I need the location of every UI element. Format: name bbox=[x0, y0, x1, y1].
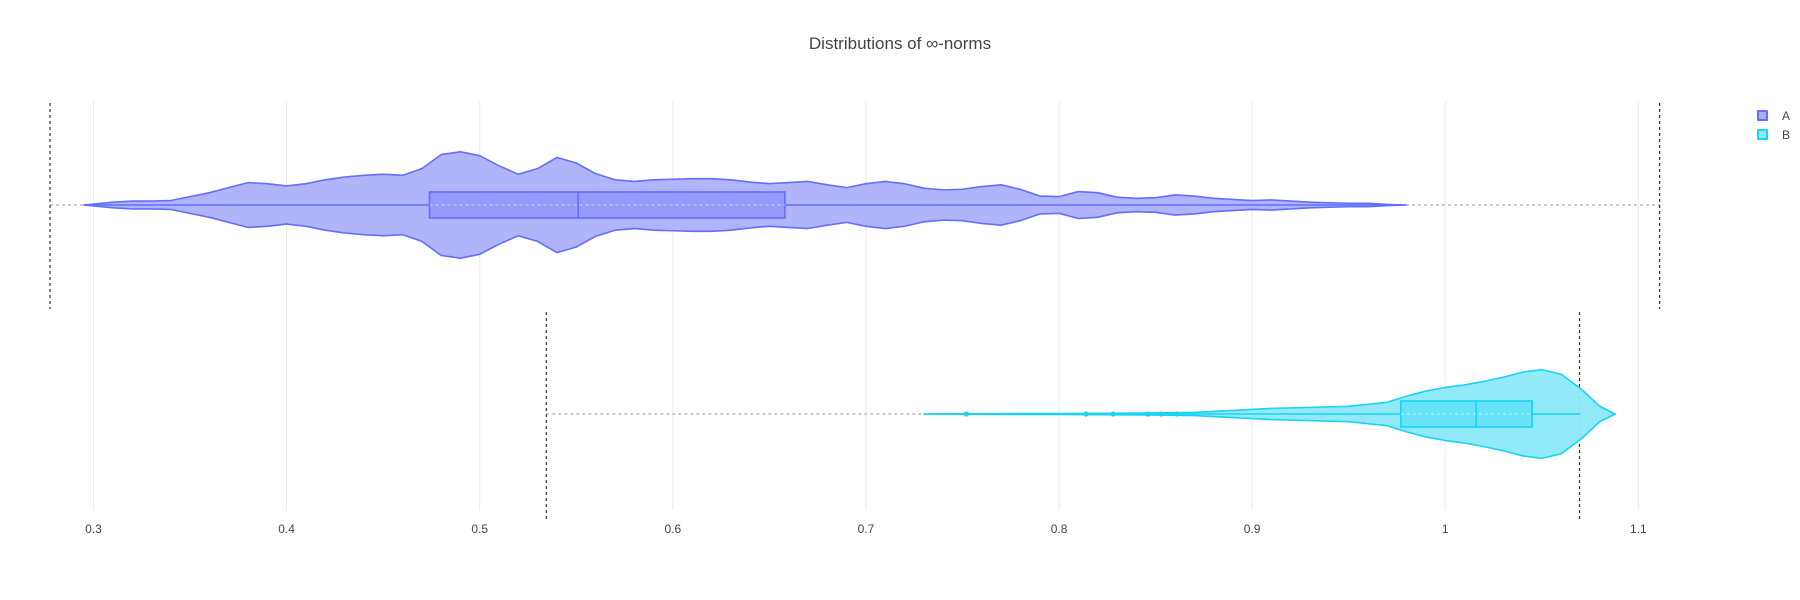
iqr-box bbox=[1400, 400, 1533, 428]
x-tick-label: 0.9 bbox=[1244, 522, 1261, 536]
x-tick-label: 0.8 bbox=[1051, 522, 1068, 536]
x-tick-label: 0.7 bbox=[858, 522, 875, 536]
outlier-point bbox=[1158, 411, 1164, 417]
chart-title: Distributions of ∞-norms bbox=[808, 34, 992, 53]
outlier-point bbox=[1083, 411, 1089, 417]
x-tick-label: 1 bbox=[1442, 522, 1449, 536]
grid-layer bbox=[92, 101, 1639, 510]
x-tick-label: 0.4 bbox=[278, 522, 295, 536]
violin-series-b bbox=[545, 312, 1616, 520]
legend-swatch-b bbox=[1757, 129, 1768, 140]
legend-swatch-a bbox=[1757, 110, 1768, 121]
outlier-point bbox=[1110, 411, 1116, 417]
x-tick-label: 1.1 bbox=[1630, 522, 1647, 536]
x-tick-label: 0.3 bbox=[85, 522, 102, 536]
x-axis: 0.3 0.4 0.5 0.6 0.7 0.8 0.9 1 1.1 bbox=[85, 522, 1647, 536]
violin-shape bbox=[83, 151, 1408, 259]
violin-series-a bbox=[49, 103, 1661, 309]
marks-layer bbox=[49, 103, 1661, 520]
legend-item-b[interactable]: B bbox=[1757, 125, 1790, 144]
legend[interactable]: A B bbox=[1757, 106, 1790, 144]
outlier-point bbox=[963, 411, 969, 417]
outlier-point bbox=[1174, 411, 1180, 417]
legend-label-a: A bbox=[1782, 108, 1791, 123]
x-tick-label: 0.5 bbox=[471, 522, 488, 536]
legend-item-a[interactable]: A bbox=[1757, 106, 1790, 125]
legend-label-b: B bbox=[1782, 127, 1791, 142]
outlier-point bbox=[1145, 411, 1151, 417]
x-tick-label: 0.6 bbox=[664, 522, 681, 536]
